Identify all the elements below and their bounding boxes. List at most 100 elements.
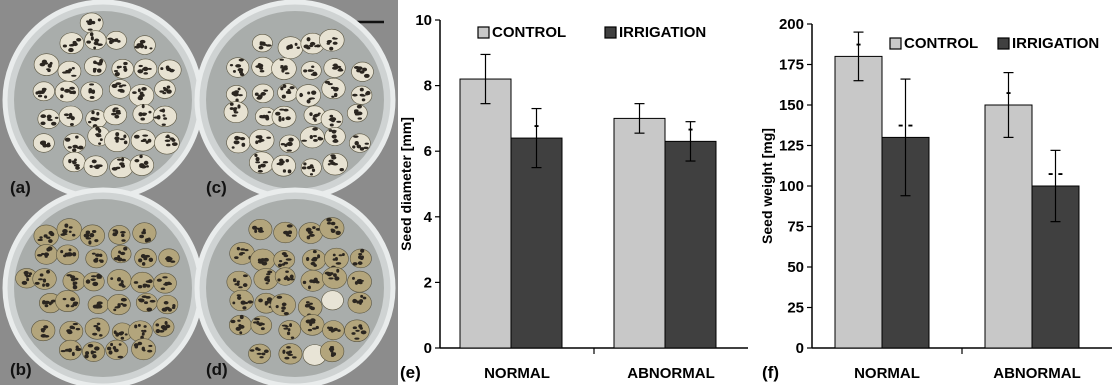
seed-speckle [90,350,94,355]
seed-speckle [330,353,335,357]
seed-speckle [276,295,283,299]
seed-speckle [72,40,77,45]
seed [31,319,56,342]
seed-speckle [166,85,171,89]
seed-speckle [121,285,126,288]
seed-speckle [72,252,77,257]
bar-control-normal [459,78,512,349]
seed-speckle [89,96,95,99]
seed-speckle [232,92,239,97]
bar-control-abnormal [613,117,666,349]
seed [83,272,105,292]
seed-speckle [60,94,64,99]
seed-speckle [279,108,285,111]
seed-speckle [143,329,147,333]
seed [15,268,39,289]
seed [83,155,108,177]
seed-speckle [232,301,236,305]
seed-speckle [360,294,364,298]
seed-speckle [306,235,311,240]
seed [110,244,132,264]
seed-speckle [327,326,330,330]
significance-mark: - - [1048,165,1063,182]
seed-speckle [85,230,91,235]
panel-label-e: (e) [400,363,421,382]
seed-speckle [89,32,94,37]
seed-speckle [117,277,122,282]
seed-speckle [315,280,320,284]
seed-speckle [236,294,242,297]
seed-speckle [147,138,152,143]
seed-speckle [123,134,127,139]
seed [130,129,156,152]
seed-speckle [242,301,249,305]
seed-speckle [360,330,367,335]
y-tick-label: 0 [424,340,432,357]
seed-speckle [302,280,307,285]
seed-speckle [237,87,241,91]
seed-speckle [148,344,153,348]
seed-speckle [146,238,151,242]
seed-speckle [285,258,292,261]
seed-speckle [155,329,161,334]
seed-speckle [281,306,286,310]
seed-speckle [312,327,317,330]
seed-speckle [134,345,138,349]
seed-speckle [158,329,165,333]
seed-speckle [259,41,263,44]
seed-speckle [287,328,291,332]
seed-speckle [69,123,74,126]
seed-speckle [288,350,293,354]
seed-speckle [339,168,344,172]
seed-speckle [329,123,334,127]
legend-label-control: CONTROL [492,24,566,41]
seed-speckle [89,233,95,238]
seed-speckle [123,140,128,145]
seed-speckle [329,46,334,51]
seed-speckle [44,253,49,256]
y-tick-label: 50 [787,259,804,276]
seed-speckle [98,259,103,262]
seed-speckle [99,138,103,142]
seed-speckle [118,65,122,69]
seed [344,319,370,342]
seed-speckle [96,322,101,326]
seed [299,126,325,149]
seed-speckle [111,112,117,116]
seed-speckle [254,229,258,233]
seed-speckle [42,278,47,283]
seed [253,268,279,291]
seed-speckle [332,37,336,40]
seed [250,248,276,272]
seed-speckle [244,249,249,252]
petri-dish-d [194,187,396,389]
seed-speckle [137,285,143,289]
petri-dish-c [194,0,396,201]
seed-speckle [138,64,143,68]
seed-speckle [257,169,263,173]
seed-body [55,290,80,313]
seed-speckle [96,111,100,116]
panel-label-d: (d) [206,360,228,379]
y-tick-label: 25 [787,300,804,317]
seed-speckle [162,91,167,95]
error-bar [900,78,911,197]
seed-speckle [253,321,258,324]
seed-speckle [284,72,290,75]
seed-speckle [86,40,91,44]
seed-speckle [305,257,310,262]
seed-speckle [277,263,282,268]
seed-speckle [114,71,120,77]
seed [156,294,179,315]
seed-speckle [48,301,52,306]
seed-speckle [66,274,73,277]
seed-speckle [88,120,92,124]
seed-speckle [141,87,147,91]
seed-speckle [312,249,317,254]
legend-swatch-irrigation [997,37,1010,50]
seed-speckle [142,134,149,137]
seed [132,222,157,244]
seed [79,12,104,34]
seed-speckle [239,252,246,255]
seed-speckle [305,227,312,232]
